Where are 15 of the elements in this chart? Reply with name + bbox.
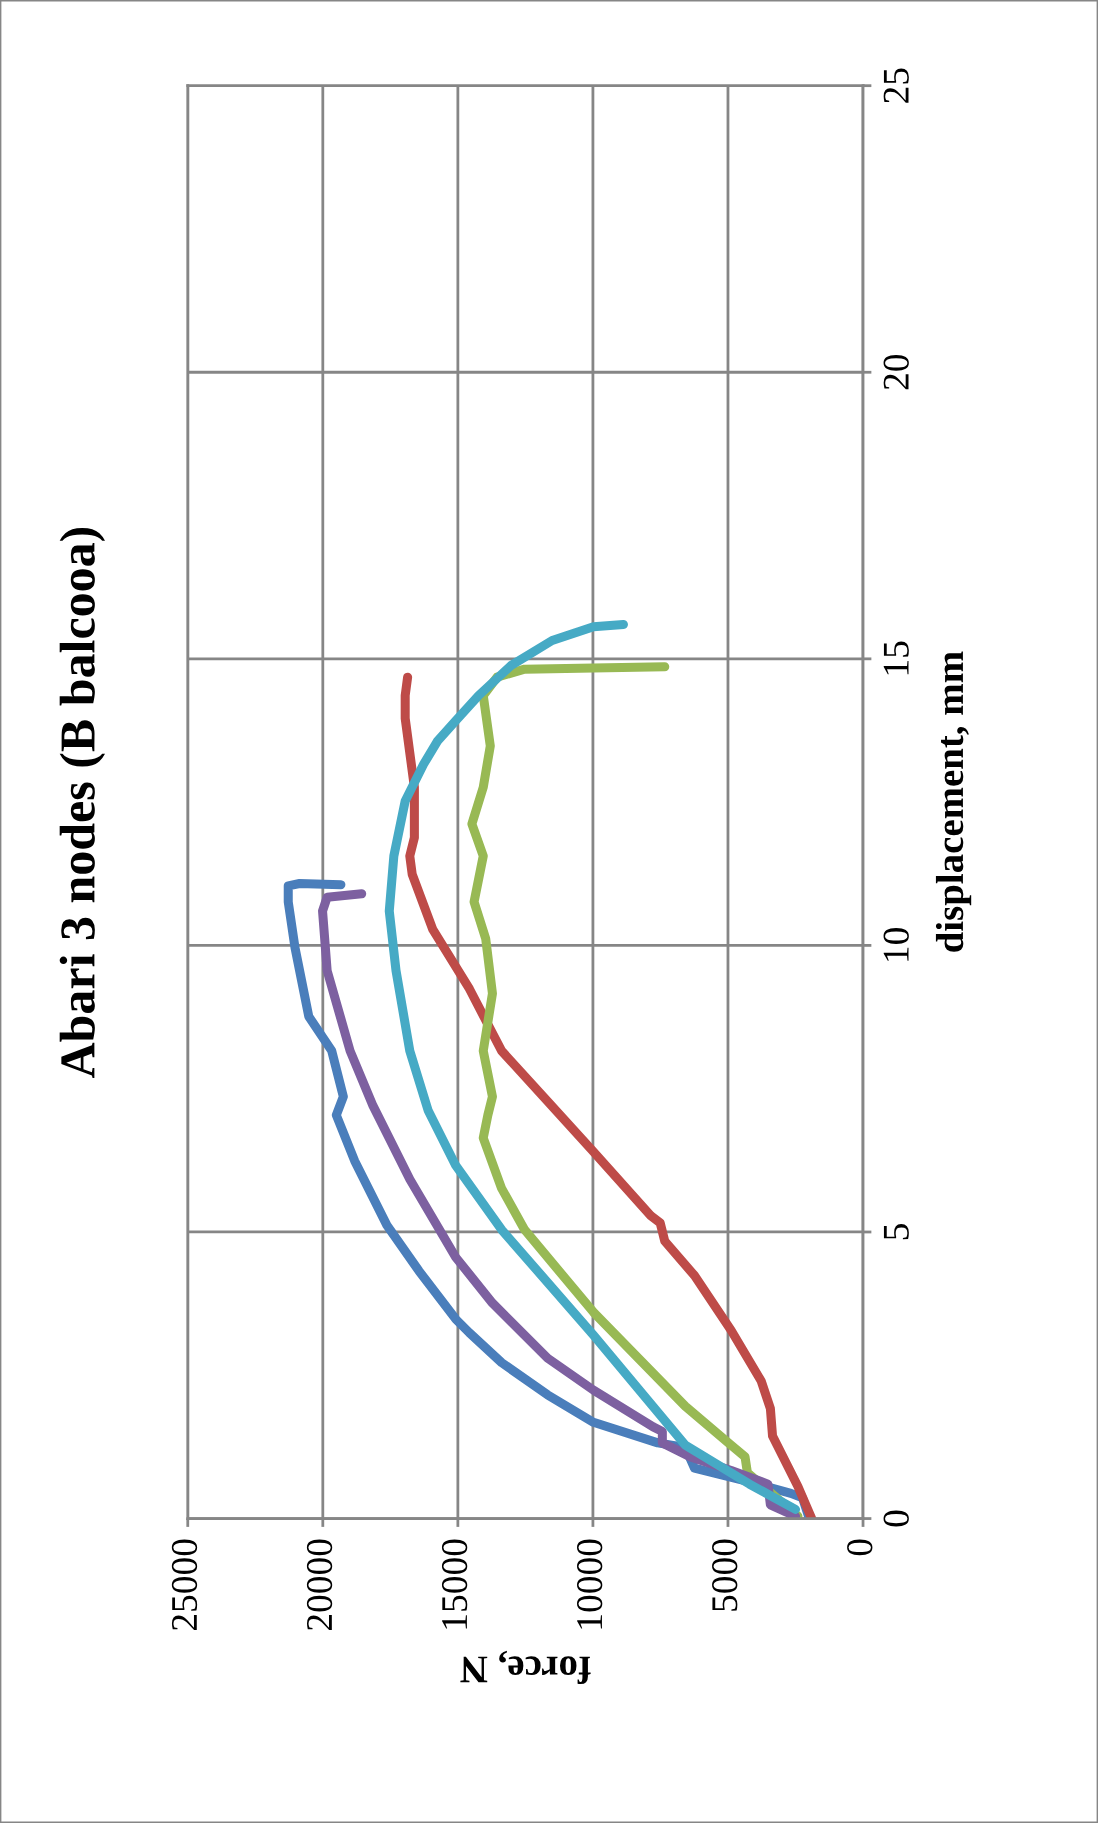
y-tick-label: 0: [883, 1510, 909, 1527]
x-tick-label: 20000: [306, 1539, 333, 1631]
y-tick-label: 15: [883, 641, 909, 675]
x-tick-label: 15000: [441, 1539, 468, 1629]
x-tick-label: 10000: [577, 1539, 603, 1629]
y-tick-label: 10: [883, 928, 909, 961]
x-tick-label: 5000: [712, 1539, 738, 1611]
y-tick-label: 25: [883, 68, 909, 103]
y-axis-title: displacement, mm: [935, 651, 972, 952]
y-tick-label: 20: [883, 354, 909, 390]
x-tick-label: 0: [847, 1539, 873, 1556]
y-tick-label: 5: [883, 1224, 909, 1240]
x-tick-label: 25000: [171, 1539, 198, 1631]
text: Abari 3 nodes (B balcooa): [59, 527, 106, 1079]
x-axis-title: force, N: [460, 1650, 591, 1685]
